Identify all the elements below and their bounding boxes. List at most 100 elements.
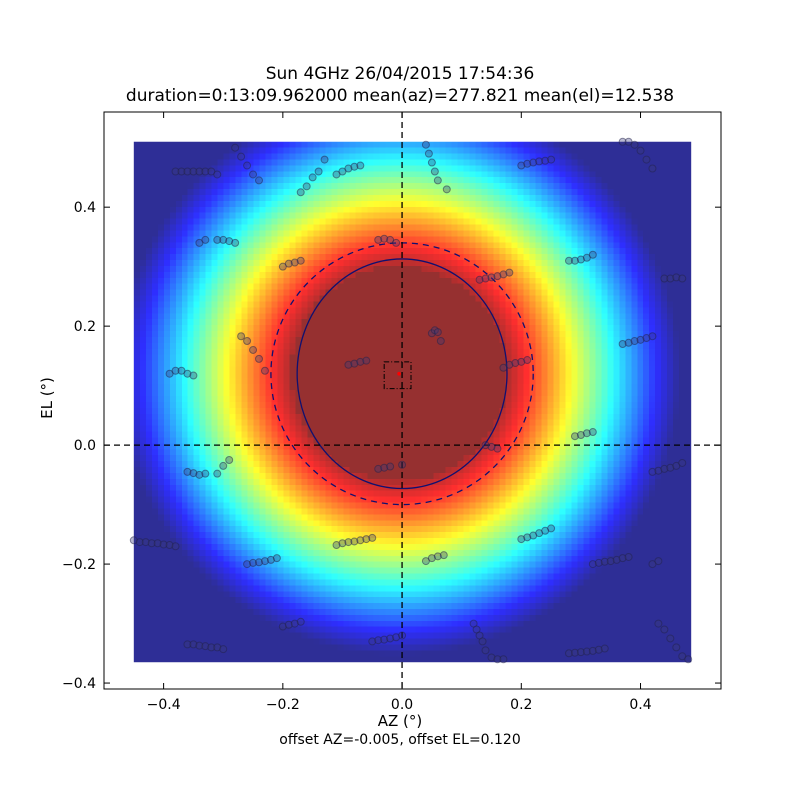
scan-point: [201, 469, 210, 478]
scan-point: [493, 444, 502, 453]
scan-point: [392, 238, 401, 247]
scan-point: [356, 357, 365, 366]
center-box: [383, 361, 412, 390]
scan-point: [487, 653, 496, 662]
scan-point: [421, 140, 430, 149]
scan-point: [678, 274, 687, 283]
y-tick-label: −0.2: [62, 557, 96, 573]
scan-point: [213, 469, 222, 478]
scan-point: [594, 645, 603, 654]
chart-title: Sun 4GHz 26/04/2015 17:54:36: [265, 64, 535, 84]
scan-point: [648, 164, 657, 173]
scan-point: [481, 646, 490, 655]
scan-point: [630, 337, 639, 346]
scan-point: [648, 467, 657, 476]
scan-point: [576, 431, 585, 440]
scan-point: [523, 159, 532, 168]
fitted-ellipse: [296, 258, 508, 490]
scan-point: [290, 619, 299, 628]
scan-point: [380, 234, 389, 243]
scan-point: [636, 335, 645, 344]
scan-point: [296, 256, 305, 265]
scan-point: [243, 161, 252, 170]
scan-point: [266, 555, 275, 564]
scan-point: [213, 643, 222, 652]
scan-point: [439, 551, 448, 560]
scan-point: [630, 140, 639, 149]
scan-point: [523, 356, 532, 365]
scan-point: [493, 272, 502, 281]
scan-point: [153, 539, 162, 548]
scan-point: [368, 637, 377, 646]
scan-point: [231, 143, 240, 152]
scan-point: [356, 536, 365, 545]
scan-point: [219, 461, 228, 470]
scan-point: [612, 555, 621, 564]
scan-point: [386, 462, 395, 471]
scan-point: [648, 332, 657, 341]
scan-point: [684, 655, 693, 664]
scan-point: [600, 557, 609, 566]
x-tick-label: −0.4: [147, 697, 181, 713]
scan-point: [386, 634, 395, 643]
scan-point: [374, 464, 383, 473]
scan-point: [436, 337, 445, 346]
scan-point: [660, 464, 669, 473]
scan-point: [424, 149, 433, 158]
scan-point: [338, 539, 347, 548]
scan-point: [666, 274, 675, 283]
scan-point: [499, 655, 508, 664]
scan-point: [183, 167, 192, 176]
scan-point: [618, 554, 627, 563]
y-tick-label: 0.4: [74, 200, 96, 216]
scan-point: [487, 442, 496, 451]
scan-point: [624, 552, 633, 561]
scan-point: [427, 158, 436, 167]
scan-point: [433, 552, 442, 561]
scan-point: [254, 176, 263, 185]
scan-point: [672, 273, 681, 282]
scan-point: [570, 432, 579, 441]
heatmap-image: [133, 141, 692, 663]
scan-point: [660, 625, 669, 634]
scan-point: [129, 536, 138, 545]
peak-marker: [397, 371, 401, 376]
scan-point: [582, 647, 591, 656]
y-tick-label: −0.4: [62, 676, 96, 692]
scan-point: [219, 235, 228, 244]
x-tick-label: −0.2: [266, 697, 300, 713]
scan-point: [165, 541, 174, 550]
scan-point: [666, 634, 675, 643]
x-axis-label: AZ (°): [377, 712, 423, 730]
scan-point: [576, 648, 585, 657]
scan-point: [290, 258, 299, 267]
scan-point: [302, 182, 311, 191]
scan-point: [320, 155, 329, 164]
scan-point: [576, 255, 585, 264]
scan-point: [237, 332, 246, 341]
scan-point: [141, 538, 150, 547]
scan-point: [642, 334, 651, 343]
scan-point: [362, 535, 371, 544]
scan-point: [314, 167, 323, 176]
scan-point: [350, 537, 359, 546]
scan-point: [433, 328, 442, 337]
scan-point: [380, 463, 389, 472]
scan-point: [547, 155, 556, 164]
scan-point: [511, 359, 520, 368]
scan-point: [624, 338, 633, 347]
scan-point: [260, 366, 269, 375]
scan-point: [505, 360, 514, 369]
scan-point: [231, 238, 240, 247]
scan-point: [183, 467, 192, 476]
scan-point: [219, 645, 228, 654]
scan-point: [272, 554, 281, 563]
scan-points: [129, 137, 693, 664]
scan-point: [564, 649, 573, 658]
scan-point: [588, 560, 597, 569]
scan-point: [654, 619, 663, 628]
scan-point: [344, 164, 353, 173]
scan-point: [582, 429, 591, 438]
axes-frame: [103, 111, 722, 690]
